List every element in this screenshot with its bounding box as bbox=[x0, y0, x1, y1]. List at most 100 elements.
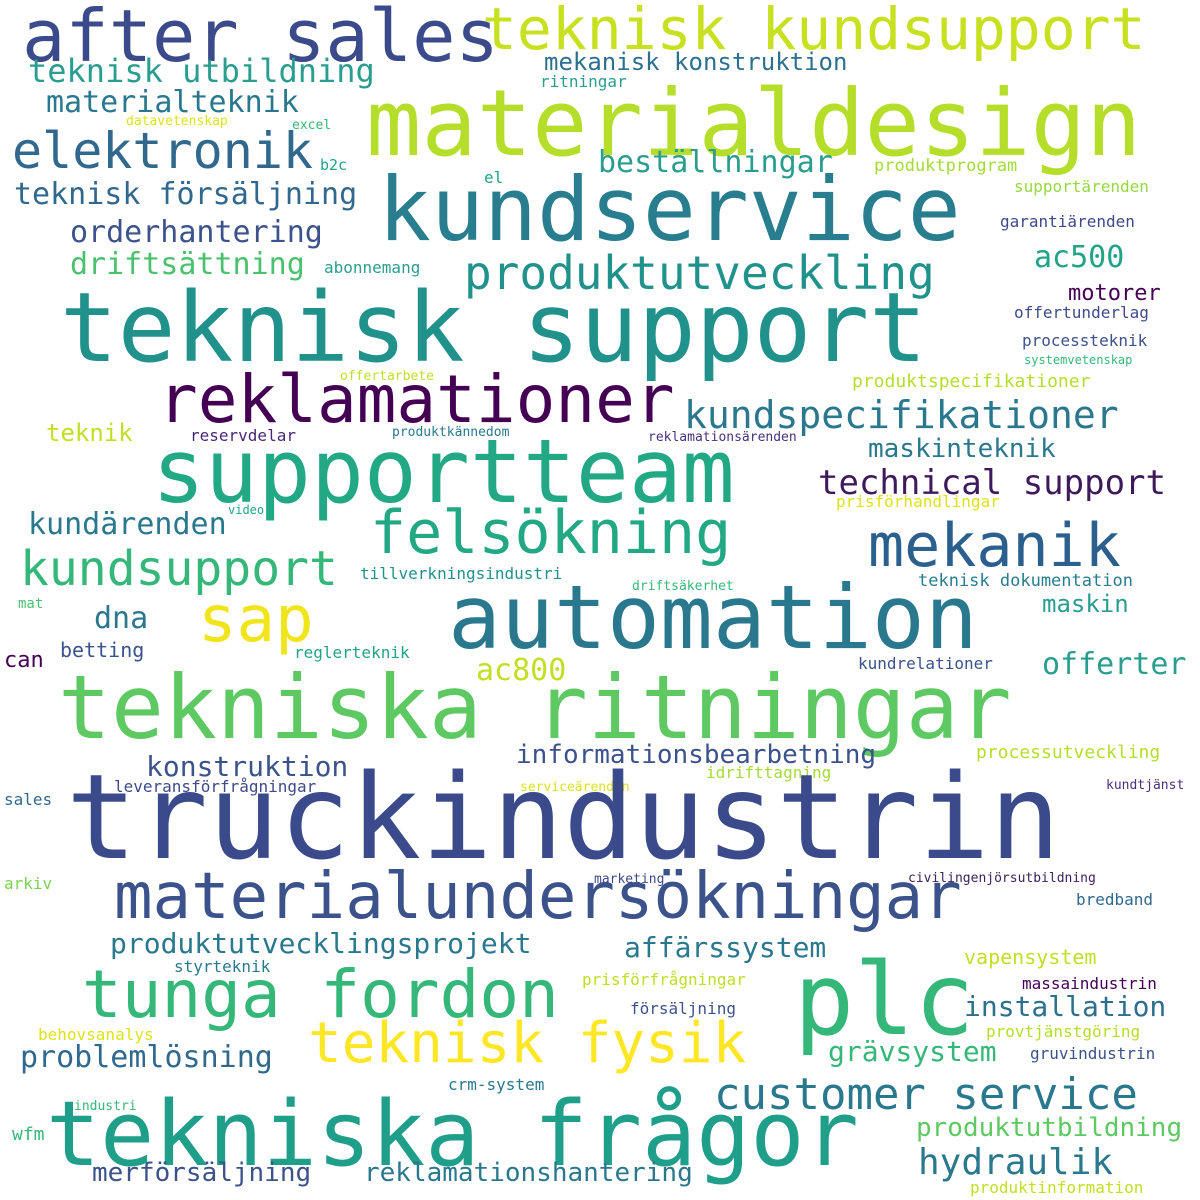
word-73: materialundersökningar bbox=[114, 860, 962, 934]
word-70: arkiv bbox=[4, 874, 53, 893]
word-81: prisförfrågningar bbox=[582, 970, 746, 989]
word-89: grävsystem bbox=[828, 1035, 997, 1068]
word-44: mekanik bbox=[868, 511, 1121, 581]
word-15: teknisk försäljning bbox=[14, 177, 358, 212]
word-9: datavetenskap bbox=[126, 114, 228, 129]
word-99: reklamationshantering bbox=[364, 1158, 693, 1188]
word-39: technical support bbox=[818, 463, 1166, 503]
word-35: produktkännedom bbox=[392, 425, 510, 440]
word-57: kundrelationer bbox=[858, 654, 993, 673]
word-54: can bbox=[4, 648, 44, 673]
word-53: maskin bbox=[1042, 590, 1129, 618]
word-91: crm-system bbox=[448, 1075, 545, 1094]
word-100: produktinformation bbox=[970, 1178, 1144, 1197]
word-28: systemvetenskap bbox=[1024, 353, 1133, 367]
word-19: orderhantering bbox=[70, 215, 323, 250]
word-13: produktprogram bbox=[874, 156, 1018, 176]
word-11: b2c bbox=[320, 156, 348, 174]
word-26: offertunderlag bbox=[1014, 303, 1149, 322]
word-83: behovsanalys bbox=[38, 1025, 154, 1044]
word-33: teknik bbox=[46, 419, 133, 447]
word-93: industri bbox=[74, 1099, 137, 1114]
word-41: prisförhandlingar bbox=[836, 492, 1000, 511]
word-92: customer service bbox=[714, 1069, 1138, 1120]
word-24: teknisk support bbox=[60, 272, 927, 384]
word-96: produktutbildning bbox=[916, 1113, 1183, 1143]
word-77: vapensystem bbox=[964, 945, 1097, 969]
word-5: mekanisk konstruktion bbox=[544, 48, 848, 76]
word-43: felsökning bbox=[370, 498, 732, 568]
word-47: teknisk dokumentation bbox=[918, 571, 1133, 591]
word-75: produktutvecklingsprojekt bbox=[110, 927, 532, 960]
word-23: ac500 bbox=[1034, 240, 1125, 275]
word-25: motorer bbox=[1068, 281, 1161, 306]
word-80: plc bbox=[794, 941, 975, 1058]
word-61: informationsbearbetning bbox=[516, 740, 877, 770]
word-74: bredband bbox=[1076, 890, 1154, 909]
word-88: teknisk fysik bbox=[308, 1011, 747, 1076]
word-66: sales bbox=[4, 790, 53, 809]
word-87: problemlösning bbox=[20, 1040, 273, 1075]
word-78: styrteknik bbox=[174, 957, 271, 976]
word-8: elektronik bbox=[12, 122, 314, 180]
word-50: sap bbox=[198, 583, 314, 657]
word-2: teknisk kundsupport bbox=[482, 0, 1146, 63]
word-1: after sales bbox=[22, 0, 499, 78]
word-94: wfm bbox=[12, 1124, 45, 1145]
word-42: kundärenden bbox=[28, 507, 227, 542]
word-36: reklamationsärenden bbox=[648, 430, 797, 445]
word-14: kundservice bbox=[378, 158, 961, 261]
word-97: hydraulik bbox=[918, 1142, 1114, 1183]
word-7: materialteknik bbox=[46, 85, 299, 120]
word-95: tekniska frågor bbox=[46, 1082, 859, 1187]
word-60: tekniska ritningar bbox=[58, 656, 1012, 759]
word-64: idrifttagning bbox=[706, 763, 832, 782]
word-68: kundtjänst bbox=[1106, 778, 1185, 793]
word-76: affärssystem bbox=[624, 931, 827, 964]
word-84: försäljning bbox=[630, 999, 736, 1018]
word-18: garantiärenden bbox=[1000, 212, 1135, 231]
word-71: marketing bbox=[594, 872, 665, 887]
word-98: merförsäljning bbox=[92, 1158, 312, 1188]
word-10: excel bbox=[292, 118, 332, 133]
word-86: provtjänstgöring bbox=[986, 1022, 1141, 1041]
word-6: ritningar bbox=[540, 72, 627, 91]
word-12: beställningar bbox=[598, 145, 833, 180]
word-37: maskinteknik bbox=[868, 434, 1056, 464]
word-79: tunga fordon bbox=[82, 956, 559, 1033]
word-90: gruvindustrin bbox=[1030, 1044, 1156, 1063]
word-16: el bbox=[484, 168, 504, 187]
word-59: ac800 bbox=[476, 653, 567, 688]
word-58: offerter bbox=[1042, 647, 1187, 682]
word-67: serviceärenden bbox=[520, 780, 630, 795]
word-27: processteknik bbox=[1022, 331, 1148, 350]
word-3: materialdesign bbox=[366, 70, 1142, 177]
word-45: kundsupport bbox=[20, 541, 338, 597]
word-52: automation bbox=[448, 566, 978, 669]
word-82: massaindustrin bbox=[1022, 974, 1157, 993]
word-63: processutveckling bbox=[976, 742, 1161, 763]
word-20: driftsättning bbox=[70, 247, 305, 282]
word-62: konstruktion bbox=[146, 750, 349, 783]
word-30: produktspecifikationer bbox=[852, 371, 1091, 392]
word-55: betting bbox=[60, 638, 145, 662]
word-21: abonnemang bbox=[324, 258, 421, 277]
word-4: teknisk utbildning bbox=[28, 52, 375, 90]
word-65: leveransförfrågningar bbox=[114, 777, 317, 796]
word-72: civilingenjörsutbildning bbox=[908, 871, 1096, 886]
word-17: supportärenden bbox=[1014, 177, 1149, 196]
word-46: tillverkningsindustri bbox=[360, 564, 563, 583]
word-31: reklamationer bbox=[158, 361, 675, 438]
word-32: kundspecifikationer bbox=[684, 393, 1119, 437]
word-48: driftsäkerhet bbox=[632, 579, 734, 594]
word-40: video bbox=[228, 503, 265, 517]
word-22: produktutveckling bbox=[464, 246, 935, 300]
word-51: dna bbox=[94, 601, 149, 636]
word-38: supportteam bbox=[152, 420, 735, 523]
word-34: reservdelar bbox=[190, 426, 296, 445]
word-69: truckindustrin bbox=[66, 748, 1061, 886]
word-56: reglerteknik bbox=[294, 643, 410, 662]
word-85: installation bbox=[964, 990, 1167, 1023]
word-49: mat bbox=[18, 596, 44, 612]
